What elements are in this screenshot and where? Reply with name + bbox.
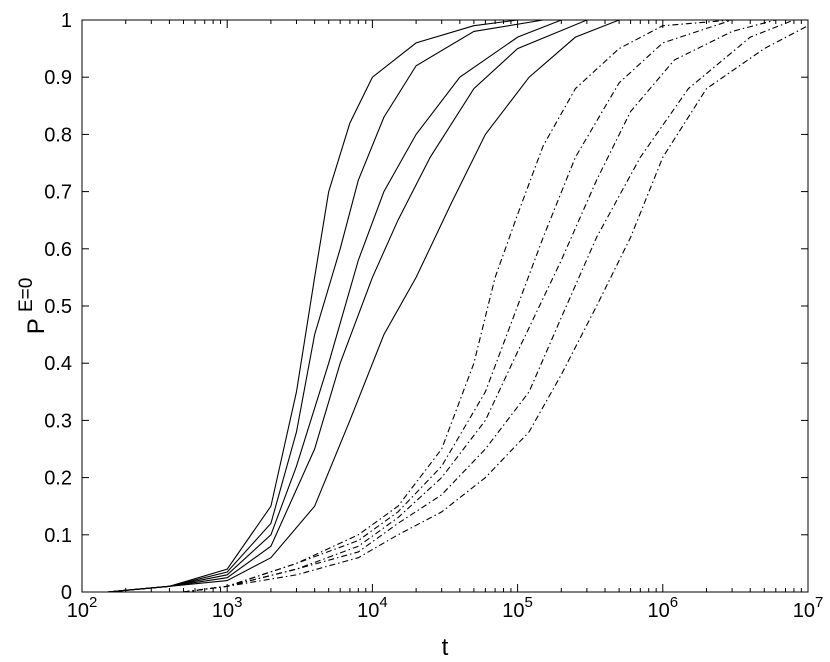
x-tick-label: 105 [502,594,533,622]
x-tick-label-base: 10 [793,600,815,622]
x-tick-label-exponent: 2 [89,594,97,611]
y-axis-label-base: P [23,319,50,335]
x-tick-label-exponent: 6 [670,594,678,611]
y-tick-label: 0.9 [44,67,72,89]
x-tick-label-base: 10 [212,600,234,622]
x-tick-label: 103 [212,594,243,622]
x-axis-label: t [442,634,449,661]
y-axis-label: P E=0 [16,278,50,335]
x-tick-label-base: 10 [502,600,524,622]
y-tick-label: 0.1 [44,525,72,547]
x-tick-label-base: 10 [67,600,89,622]
series-line-3 [107,19,808,593]
plot-frame [81,19,809,593]
y-tick-label: 0.2 [44,468,72,490]
x-tick-label-exponent: 4 [379,594,387,611]
series-line-2 [107,19,808,593]
y-tick-label: 1 [61,10,72,32]
x-tick-label: 106 [648,594,679,622]
x-tick-label: 107 [793,594,824,622]
y-tick-label: 0.7 [44,182,72,204]
x-tick-label-exponent: 3 [234,594,242,611]
x-tick-label-base: 10 [648,600,670,622]
series-line-7 [183,19,808,593]
series-line-4 [107,19,808,593]
y-tick-label: 0.5 [44,296,72,318]
y-tick-label: 0.6 [44,239,72,261]
x-tick-label-exponent: 7 [815,594,823,611]
series-line-10 [183,25,809,593]
series-line-8 [183,19,808,593]
x-tick-label-base: 10 [357,600,379,622]
series-layer [107,19,809,593]
x-tick-label: 102 [67,594,98,622]
series-line-9 [183,19,808,593]
series-line-6 [183,19,808,593]
y-axis-label-superscript: E=0 [16,278,37,312]
x-tick-label-exponent: 5 [525,594,533,611]
y-tick-label: 0 [61,582,72,604]
series-line-5 [107,19,808,593]
x-tick-label: 104 [357,594,388,622]
y-tick-label: 0.8 [44,124,72,146]
series-line-1 [107,19,808,593]
y-tick-label: 0.3 [44,410,72,432]
y-tick-label: 0.4 [44,353,72,375]
